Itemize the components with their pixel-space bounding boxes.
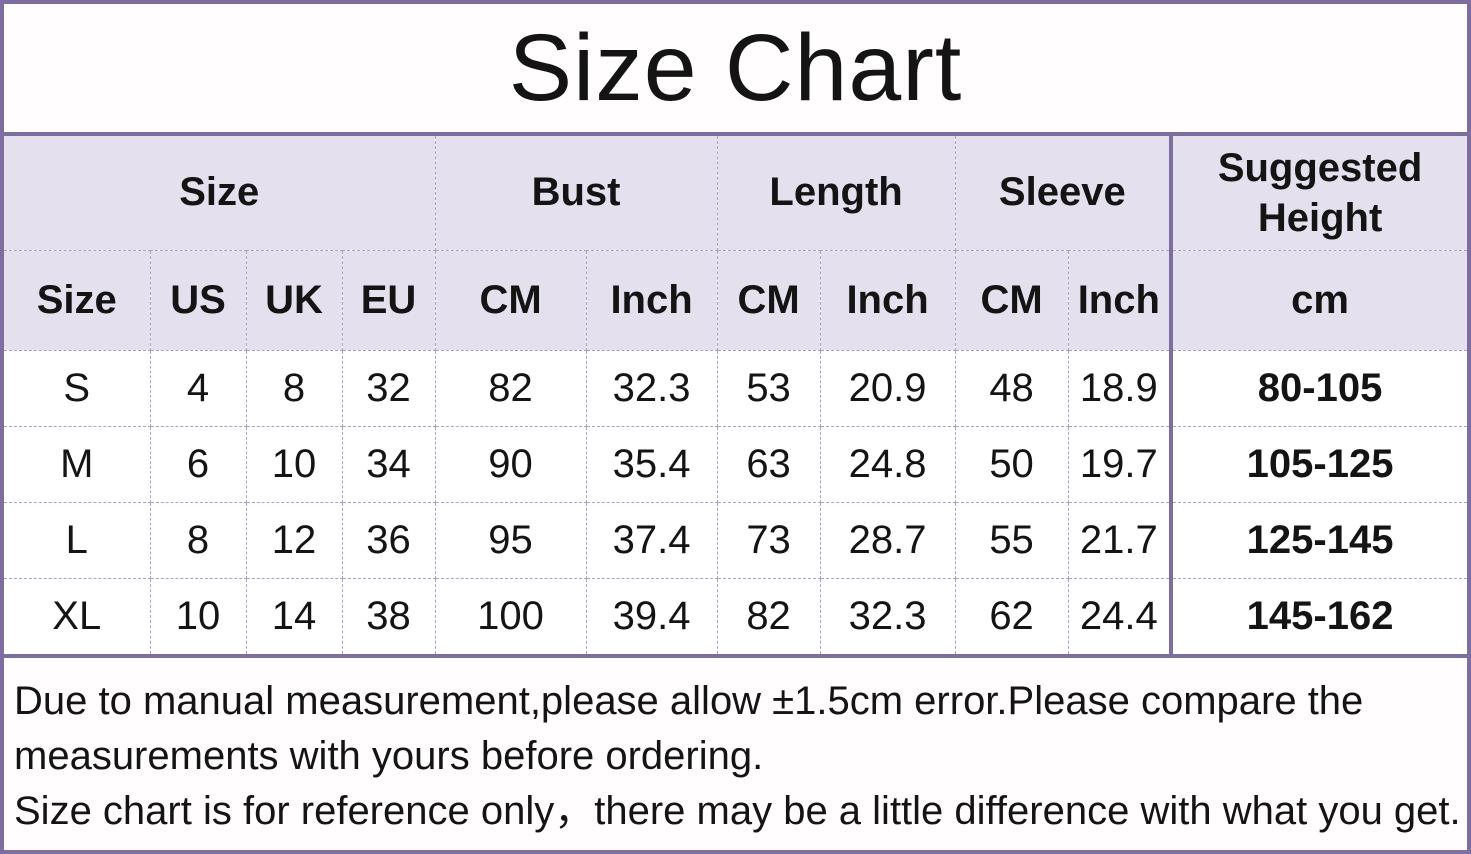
cell-uk: 12: [245, 501, 343, 579]
cell-suggested-height: 105-125: [1169, 425, 1467, 503]
size-row-l: L 8 12 36 95 37.4 73 28.7 55 21.7 125-14…: [4, 501, 1467, 579]
cell-bust-inch: 37.4: [585, 501, 718, 579]
cell-length-inch: 20.9: [819, 349, 956, 427]
cell-uk: 14: [245, 577, 343, 654]
cell-length-cm: 53: [716, 349, 821, 427]
note-line-1: Due to manual measurement,please allow ±…: [14, 679, 1364, 723]
note-line-3: Size chart is for reference only，there m…: [14, 789, 1461, 833]
cell-size: XL: [4, 577, 151, 654]
note-line-2: measurements with yours before ordering.: [14, 734, 764, 778]
cell-us: 4: [149, 349, 247, 427]
cell-length-inch: 28.7: [819, 501, 956, 579]
group-header-bust: Bust: [434, 136, 718, 251]
cell-eu: 32: [341, 349, 436, 427]
cell-bust-inch: 35.4: [585, 425, 718, 503]
cell-eu: 34: [341, 425, 436, 503]
cell-bust-inch: 32.3: [585, 349, 718, 427]
sub-header-suggested-cm: cm: [1169, 249, 1467, 351]
sub-header-us: US: [149, 249, 247, 351]
cell-sleeve-cm: 48: [954, 349, 1069, 427]
cell-sleeve-inch: 24.4: [1067, 577, 1172, 654]
group-header-row: Size Bust Length Sleeve Suggested Height: [4, 136, 1467, 251]
group-header-suggested-height: Suggested Height: [1169, 136, 1467, 251]
group-header-length: Length: [716, 136, 956, 251]
cell-us: 6: [149, 425, 247, 503]
cell-sleeve-inch: 18.9: [1067, 349, 1172, 427]
sub-header-sleeve-cm: CM: [954, 249, 1069, 351]
footer-notes: Due to manual measurement,please allow ±…: [4, 658, 1467, 850]
sub-header-uk: UK: [245, 249, 343, 351]
cell-uk: 8: [245, 349, 343, 427]
sub-header-eu: EU: [341, 249, 436, 351]
cell-bust-cm: 82: [434, 349, 587, 427]
cell-size: L: [4, 501, 151, 579]
cell-length-cm: 73: [716, 501, 821, 579]
sub-header-row: Size US UK EU CM Inch CM Inch CM Inch cm: [4, 249, 1467, 351]
cell-us: 8: [149, 501, 247, 579]
cell-uk: 10: [245, 425, 343, 503]
sub-header-bust-cm: CM: [434, 249, 587, 351]
cell-sleeve-cm: 50: [954, 425, 1069, 503]
table-bottom-divider: [4, 654, 1467, 658]
cell-length-inch: 24.8: [819, 425, 956, 503]
sub-header-bust-inch: Inch: [585, 249, 718, 351]
cell-size: S: [4, 349, 151, 427]
cell-sleeve-inch: 21.7: [1067, 501, 1172, 579]
cell-suggested-height: 125-145: [1169, 501, 1467, 579]
size-row-s: S 4 8 32 82 32.3 53 20.9 48 18.9 80-105: [4, 349, 1467, 427]
sub-header-length-inch: Inch: [819, 249, 956, 351]
cell-size: M: [4, 425, 151, 503]
cell-bust-cm: 90: [434, 425, 587, 503]
cell-bust-cm: 95: [434, 501, 587, 579]
group-header-size: Size: [4, 136, 436, 251]
cell-us: 10: [149, 577, 247, 654]
sub-header-size: Size: [4, 249, 151, 351]
cell-suggested-height: 80-105: [1169, 349, 1467, 427]
page-title: Size Chart: [4, 4, 1467, 136]
cell-sleeve-cm: 55: [954, 501, 1069, 579]
cell-eu: 36: [341, 501, 436, 579]
size-row-m: M 6 10 34 90 35.4 63 24.8 50 19.7 105-12…: [4, 425, 1467, 503]
sub-header-length-cm: CM: [716, 249, 821, 351]
cell-length-inch: 32.3: [819, 577, 956, 654]
cell-suggested-height: 145-162: [1169, 577, 1467, 654]
cell-length-cm: 63: [716, 425, 821, 503]
size-table: Size Bust Length Sleeve Suggested Height…: [4, 136, 1467, 654]
cell-length-cm: 82: [716, 577, 821, 654]
cell-sleeve-inch: 19.7: [1067, 425, 1172, 503]
size-row-xl: XL 10 14 38 100 39.4 82 32.3 62 24.4 145…: [4, 577, 1467, 654]
cell-bust-inch: 39.4: [585, 577, 718, 654]
sub-header-sleeve-inch: Inch: [1067, 249, 1172, 351]
cell-bust-cm: 100: [434, 577, 587, 654]
group-header-sleeve: Sleeve: [954, 136, 1172, 251]
cell-sleeve-cm: 62: [954, 577, 1069, 654]
cell-eu: 38: [341, 577, 436, 654]
